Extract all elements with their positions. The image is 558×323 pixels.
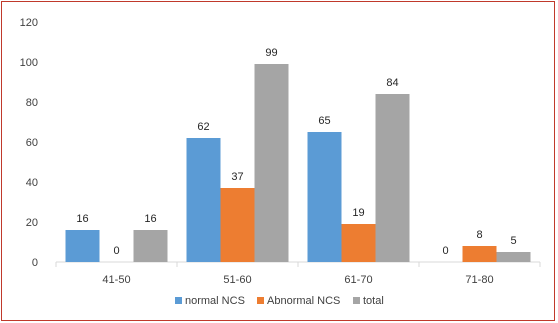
data-labels: 16 0 16 62 37 99 65 19 84 0 8 5: [76, 47, 516, 257]
x-tick-label: 51-60: [223, 274, 251, 286]
y-tick-label: 120: [20, 17, 38, 29]
legend: normal NCS Abnormal NCS total: [175, 295, 384, 307]
data-label: 37: [231, 171, 243, 183]
bar: [375, 94, 410, 262]
bar: [133, 230, 168, 262]
legend-swatch: [257, 297, 264, 304]
bar: [220, 188, 255, 262]
data-label: 16: [144, 213, 156, 225]
y-tick-label: 60: [26, 137, 38, 149]
legend-label: total: [363, 295, 384, 307]
x-axis: 41-50 51-60 61-70 71-80: [55, 261, 541, 286]
data-label: 62: [197, 121, 209, 133]
x-tick-label: 41-50: [102, 274, 130, 286]
y-tick-label: 80: [26, 97, 38, 109]
x-tick-label: 61-70: [344, 274, 372, 286]
y-tick-label: 20: [26, 217, 38, 229]
data-label: 99: [265, 47, 277, 59]
data-label: 65: [318, 115, 330, 127]
bar: [65, 230, 100, 262]
data-label: 84: [386, 77, 398, 89]
data-label: 0: [113, 245, 119, 257]
data-label: 8: [476, 229, 482, 241]
x-tick-label: 71-80: [465, 274, 493, 286]
bar: [254, 64, 289, 262]
legend-swatch: [353, 297, 360, 304]
bar: [496, 252, 531, 262]
bar: [186, 138, 221, 262]
data-label: 0: [442, 245, 448, 257]
y-tick-label: 40: [26, 177, 38, 189]
legend-swatch: [175, 297, 182, 304]
bar: [462, 246, 497, 262]
legend-label: normal NCS: [185, 295, 245, 307]
data-label: 5: [510, 235, 516, 247]
bar: [307, 132, 342, 262]
data-label: 19: [352, 207, 364, 219]
bars: [65, 64, 531, 262]
bar: [341, 224, 376, 262]
legend-label: Abnormal NCS: [267, 295, 340, 307]
y-tick-label: 0: [32, 257, 38, 269]
y-tick-label: 100: [20, 57, 38, 69]
y-axis: 0 20 40 60 80 100 120: [20, 17, 38, 269]
data-label: 16: [76, 213, 88, 225]
